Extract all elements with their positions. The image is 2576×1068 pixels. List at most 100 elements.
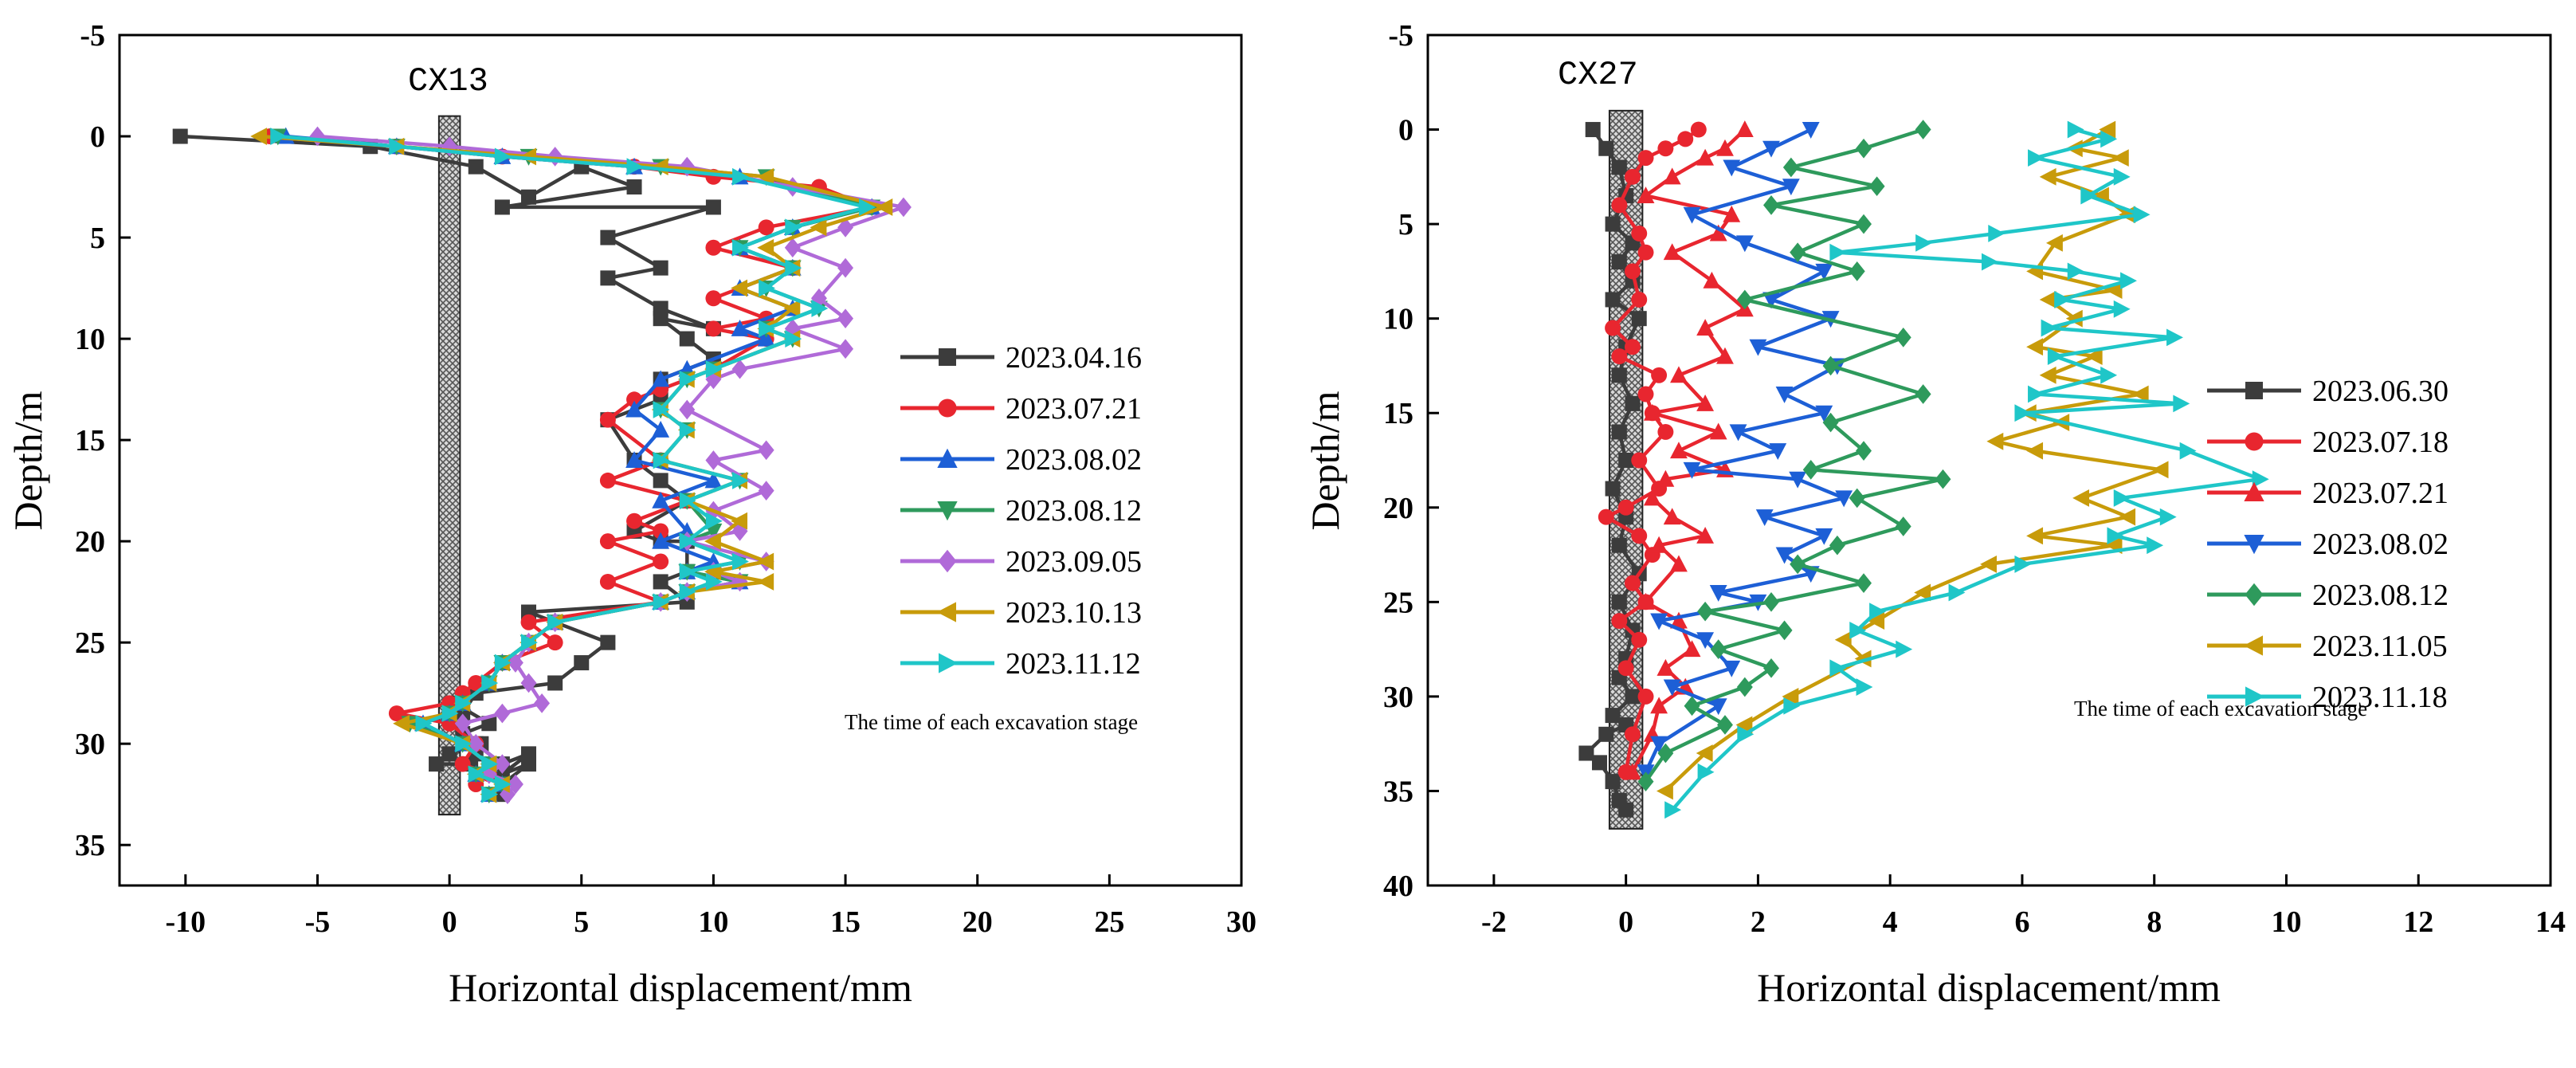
- data-point: [2173, 395, 2190, 413]
- data-point: [1834, 630, 1852, 649]
- data-point: [2119, 508, 2136, 526]
- data-point: [2113, 489, 2131, 507]
- data-point: [653, 593, 670, 611]
- data-point: [1736, 677, 1753, 697]
- data-point: [1643, 403, 1661, 421]
- data-point: [2054, 291, 2072, 308]
- data-point: [2113, 300, 2131, 318]
- data-point: [1914, 583, 1931, 602]
- data-point: [1611, 424, 1627, 440]
- data-point: [1690, 121, 1707, 138]
- y-tick-label: -5: [1388, 19, 1413, 53]
- data-point: [2099, 120, 2116, 139]
- x-tick-label: 0: [442, 905, 457, 939]
- data-point: [172, 128, 188, 144]
- data-point: [1631, 631, 1648, 648]
- data-point: [1664, 801, 1682, 819]
- data-point: [1915, 384, 1931, 404]
- data-point: [783, 300, 801, 317]
- data-point: [785, 330, 802, 347]
- data-point: [547, 634, 563, 651]
- y-tick-label: 25: [75, 626, 105, 660]
- data-point: [811, 300, 829, 317]
- data-point: [876, 198, 893, 216]
- data-point: [1637, 150, 1654, 167]
- data-point: [2107, 527, 2124, 545]
- data-point: [2159, 508, 2177, 526]
- data-point: [625, 451, 643, 468]
- data-point: [520, 673, 537, 693]
- data-point: [731, 512, 748, 530]
- data-point: [732, 552, 749, 571]
- series-line: [285, 134, 874, 796]
- data-point: [1643, 489, 1661, 506]
- data-point: [705, 360, 723, 379]
- legend-marker: [939, 348, 956, 366]
- data-point: [600, 270, 616, 286]
- legend-marker: [937, 448, 958, 468]
- data-point: [2113, 167, 2131, 186]
- series-2023.07.21: [1624, 120, 1754, 780]
- data-point: [481, 785, 499, 803]
- data-point: [1782, 687, 1799, 705]
- data-point: [1915, 234, 1933, 252]
- data-point: [785, 218, 802, 237]
- data-point: [757, 238, 774, 257]
- y-tick-label: 15: [1383, 397, 1413, 430]
- data-point: [679, 370, 696, 388]
- y-tick-label: 25: [1383, 586, 1413, 619]
- chart-panel-cx27: -5 0 5 10 15 20 25 30 35 40 -2 0 2 4 6 8 10 12 14 Depth/m Ho…: [1303, 19, 2566, 1010]
- data-point: [1617, 499, 1634, 516]
- data-point: [732, 238, 749, 257]
- series-line: [1671, 128, 2262, 811]
- chart-panel-cx13: -5 0 5 10 15 20 25 30 35 -10 -5 0 5 10 15 20 25 30 Depth/m…: [6, 19, 1257, 1010]
- data-point: [1735, 120, 1754, 138]
- data-point: [1709, 224, 1727, 241]
- data-point: [1856, 214, 1872, 234]
- x-tick-label: -2: [1481, 905, 1507, 939]
- x-tick-label: -10: [165, 905, 206, 939]
- data-point: [1624, 763, 1641, 780]
- plot-frame: [1426, 33, 2552, 887]
- data-point: [1624, 339, 1641, 355]
- legend-label: 2023.09.05: [1006, 545, 1142, 579]
- y-tick-label: 20: [1383, 492, 1413, 525]
- data-point: [759, 320, 776, 338]
- data-point: [1895, 328, 1911, 347]
- data-point: [600, 230, 616, 245]
- data-point: [1657, 469, 1675, 487]
- data-point: [1829, 659, 1847, 677]
- data-point: [1915, 120, 1931, 139]
- data-point: [389, 137, 406, 155]
- data-point: [1776, 620, 1793, 641]
- data-point: [1775, 547, 1794, 564]
- data-point: [388, 705, 405, 722]
- data-point: [520, 614, 537, 630]
- data-point: [270, 128, 288, 145]
- data-point: [1723, 159, 1741, 177]
- data-point: [1762, 292, 1780, 309]
- plot-frame: [118, 33, 1243, 887]
- legend-label: 2023.07.18: [2312, 426, 2449, 459]
- data-point: [1735, 716, 1753, 734]
- data-point: [653, 401, 670, 418]
- data-point: [732, 167, 749, 186]
- data-point: [1631, 225, 1648, 241]
- data-point: [468, 765, 485, 783]
- data-point: [1650, 697, 1668, 714]
- data-point: [393, 714, 410, 732]
- data-point: [2041, 319, 2058, 337]
- data-point: [758, 481, 774, 501]
- legend-marker: [938, 399, 957, 418]
- data-point: [481, 755, 499, 773]
- data-point: [2026, 338, 2044, 356]
- y-axis-title: Depth/m: [1303, 391, 1347, 530]
- data-point: [494, 147, 512, 166]
- data-point: [1683, 206, 1701, 224]
- data-point: [494, 703, 511, 724]
- x-tick-label: 8: [2147, 905, 2162, 939]
- data-point: [1656, 782, 1673, 800]
- data-point: [1611, 348, 1628, 365]
- data-point: [859, 198, 876, 216]
